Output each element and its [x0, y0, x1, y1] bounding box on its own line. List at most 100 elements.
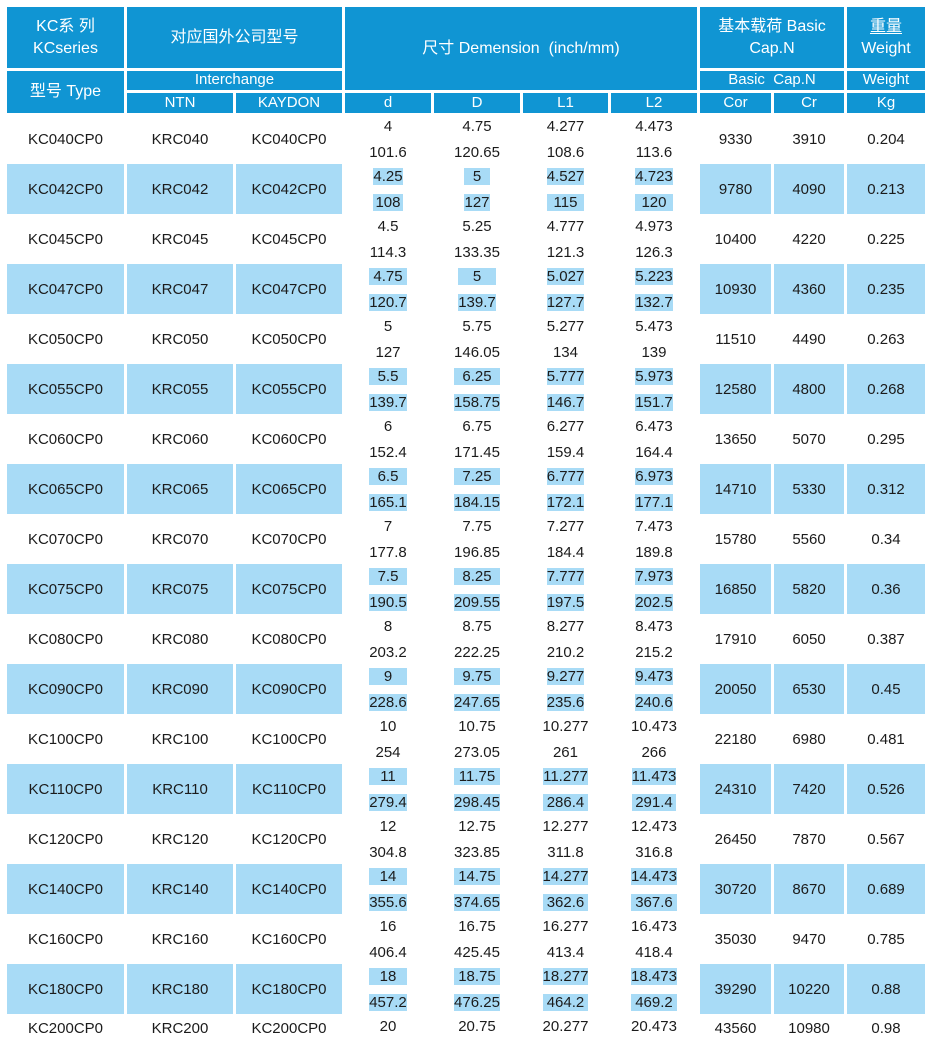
cell-kaydon: KC055CP0 — [236, 364, 342, 414]
cell-cor: 10930 — [700, 264, 771, 314]
cell-L1-mm: 146.7 — [546, 393, 585, 411]
header-capacity-line1: 基本载荷 Basic — [718, 17, 826, 35]
cell-L1-inch: 7.277 — [546, 517, 585, 535]
cell-d-mm: 279.4 — [369, 793, 407, 811]
cell-kaydon: KC080CP0 — [251, 630, 327, 648]
cell-L1: 4.277 108.6 — [523, 114, 608, 164]
cell-ntn: KRC090 — [127, 664, 233, 714]
cell-L2-inch: 4.723 — [635, 167, 673, 185]
cell-L2: 4.723 120 — [611, 164, 697, 214]
cell-L2-inch: 7.973 — [635, 567, 673, 585]
cell-ntn: KRC200 — [151, 1020, 209, 1037]
cell-cr: 5330 — [774, 464, 844, 514]
cell-L1-mm: 362.6 — [542, 893, 589, 911]
cell-L1-inch: 5.027 — [546, 267, 585, 285]
cell-D: 8.75 222.25 — [434, 614, 520, 664]
cell-cr: 4490 — [792, 330, 826, 348]
cell-D-mm: 476.25 — [454, 993, 500, 1011]
cell-kg: 0.295 — [867, 430, 905, 448]
cell-L2-inch: 16.473 — [631, 917, 677, 935]
cell-model: KC055CP0 — [7, 364, 124, 414]
cell-L1-inch: 8.277 — [546, 617, 585, 635]
cell-L1-inch: 11.277 — [543, 767, 588, 785]
cell-D: 7.25 184.15 — [434, 464, 520, 514]
cell-D-mm: 196.85 — [454, 543, 500, 561]
cell-cor: 17910 — [714, 630, 757, 648]
cell-D-inch: 5.25 — [462, 217, 492, 235]
cell-ntn: KRC110 — [127, 764, 233, 814]
cell-d-inch: 10 — [379, 717, 397, 735]
cell-cr: 5820 — [774, 564, 844, 614]
cell-d-inch: 9 — [369, 667, 407, 685]
cell-d-inch: 4.75 — [369, 267, 407, 285]
cell-D-inch: 16.75 — [458, 917, 496, 935]
cell-cr: 7420 — [774, 764, 844, 814]
cell-D: 4.75 120.65 — [434, 114, 520, 164]
cell-kaydon: KC120CP0 — [251, 830, 327, 848]
cell-cr: 4220 — [792, 230, 826, 248]
cell-D: 6.25 158.75 — [434, 364, 520, 414]
cell-L2-mm: 120 — [635, 193, 673, 211]
cell-L1: 7.777 197.5 — [523, 564, 608, 614]
cell-D-inch: 9.75 — [454, 667, 500, 685]
cell-model: KC060CP0 — [27, 430, 104, 448]
cell-kg: 0.268 — [847, 364, 925, 414]
cell-L1: 12.277 311.8 — [523, 814, 608, 864]
cell-kg: 0.785 — [867, 930, 905, 948]
cell-D-mm: 120.65 — [454, 143, 500, 161]
cell-D: 18.75 476.25 — [434, 964, 520, 1014]
cell-kaydon: KC042CP0 — [236, 164, 342, 214]
cell-cr: 5560 — [792, 530, 826, 548]
cell-cor: 9330 — [718, 130, 753, 148]
cell-kg: 0.225 — [867, 230, 905, 248]
cell-kg: 0.481 — [867, 730, 905, 748]
cell-L1-mm: 311.8 — [547, 843, 584, 861]
cell-L2: 4.973 126.3 — [611, 214, 697, 264]
cell-kg: 0.88 — [847, 964, 925, 1014]
cell-L2-mm: 139 — [641, 343, 667, 361]
cell-cor: 9780 — [700, 164, 771, 214]
cell-model: KC100CP0 — [27, 730, 104, 748]
cell-L2-inch: 20.473 — [631, 1017, 677, 1035]
cell-model: KC040CP0 — [27, 130, 104, 148]
cell-D: 8.25 209.55 — [434, 564, 520, 614]
header-capacity-subtitle: Basic Cap.N — [700, 71, 844, 90]
cell-L1-mm: 134 — [552, 343, 578, 361]
cell-L1-mm: 413.4 — [546, 943, 585, 961]
cell-L1-mm: 184.4 — [546, 543, 585, 561]
cell-d: 8 203.2 — [345, 614, 431, 664]
cell-cor: 22180 — [714, 730, 757, 748]
cell-L1: 10.277 261 — [523, 714, 608, 764]
cell-kaydon: KC090CP0 — [236, 664, 342, 714]
cell-kg: 0.689 — [847, 864, 925, 914]
header-ntn: NTN — [127, 93, 233, 113]
cell-kaydon: KC050CP0 — [251, 330, 327, 348]
cell-d: 10 254 — [345, 714, 431, 764]
cell-cor: 15780 — [714, 530, 757, 548]
cell-ntn: KRC140 — [127, 864, 233, 914]
cell-L2: 5.473 139 — [611, 314, 697, 364]
cell-L2: 5.223 132.7 — [611, 264, 697, 314]
cell-L2-inch: 4.473 — [635, 117, 673, 135]
cell-D-inch: 5.75 — [462, 317, 492, 335]
cell-d-mm: 406.4 — [369, 943, 407, 961]
cell-L1-inch: 4.777 — [546, 217, 585, 235]
cell-d: 18 457.2 — [345, 964, 431, 1014]
header-col-D: D — [434, 93, 520, 113]
cell-ntn: KRC075 — [127, 564, 233, 614]
cell-L2-inch: 12.473 — [631, 817, 677, 835]
cell-D-inch: 7.25 — [454, 467, 500, 485]
cell-d-inch: 5.5 — [369, 367, 407, 385]
table-body: KC040CP0 KRC040 KC040CP0 4 101.6 4.75 12… — [0, 114, 930, 1041]
cell-L2: 11.473 291.4 — [611, 764, 697, 814]
cell-D-mm: 222.25 — [454, 643, 500, 661]
cell-d: 4.25 108 — [345, 164, 431, 214]
cell-L1: 5.027 127.7 — [523, 264, 608, 314]
cell-D-inch: 8.25 — [454, 567, 500, 585]
cell-L1-inch: 6.777 — [546, 467, 585, 485]
cell-d-inch: 7.5 — [369, 567, 407, 585]
cell-D-mm: 171.45 — [454, 443, 500, 461]
cell-kaydon: KC100CP0 — [251, 730, 327, 748]
cell-L1-inch: 20.277 — [542, 1017, 589, 1035]
cell-kg: 0.204 — [867, 130, 905, 148]
